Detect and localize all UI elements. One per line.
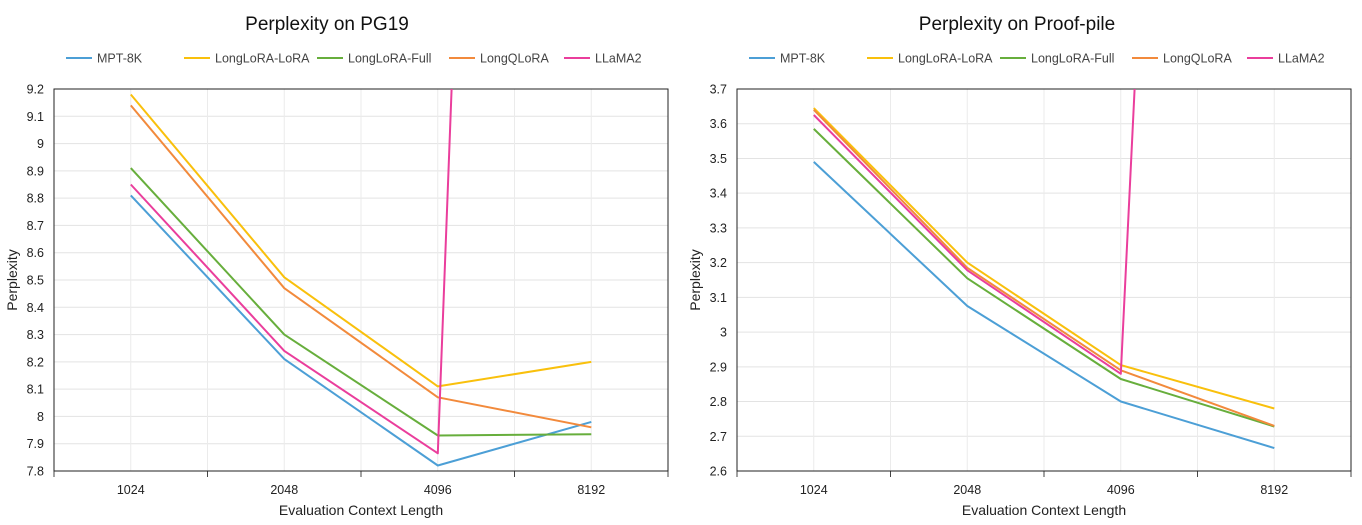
series-line-mpt-8k [130,194,592,467]
series-line-longlora-full [130,167,592,437]
x-tick-label: 2048 [953,483,981,497]
y-tick-label: 8.7 [27,219,44,233]
y-tick-label: 3.1 [710,291,727,305]
x-tick-label: 1024 [800,483,828,497]
y-tick-label: 7.9 [27,437,44,451]
chart-pg19: Perplexity on PG19 MPT-8K LongLoRA-LoRA Lon… [4,14,669,518]
y-tick-label: 3.3 [710,221,727,235]
x-axis-label: Evaluation Context Length [279,502,443,518]
y-tick-label: 3.7 [710,83,727,97]
chart-proof-pile: Perplexity on Proof-pile MPT-8K LongLoRA-L… [687,14,1352,518]
legend-label: LLaMA2 [1278,52,1325,66]
series-line-longqlora [813,109,1275,427]
y-tick-label: 8.2 [27,355,44,369]
x-tick-label: 2048 [270,483,298,497]
y-tick-label: 2.7 [710,430,727,444]
plot-frame [53,88,669,472]
x-tick-label: 8192 [1260,483,1288,497]
y-tick-label: 3.4 [710,187,727,201]
plot-frame [736,88,1352,472]
y-axis-label: Perplexity [4,249,20,310]
x-axis-label: Evaluation Context Length [962,502,1126,518]
series-line-longqlora [130,104,592,429]
legend-label: LongLoRA-LoRA [898,52,993,66]
series-line-longlora-lora [813,107,1275,410]
y-tick-label: 2.9 [710,360,727,374]
y-tick-label: 3 [720,326,727,340]
chart-title: Perplexity on Proof-pile [919,14,1115,35]
legend-label: MPT-8K [97,52,143,66]
y-tick-label: 7.8 [27,465,44,479]
legend-label: LongLoRA-LoRA [215,52,310,66]
y-tick-label: 9.2 [27,83,44,97]
y-tick-label: 8.1 [27,383,44,397]
y-tick-label: 9 [37,137,44,151]
y-tick-label: 2.8 [710,395,727,409]
legend-label: LLaMA2 [595,52,642,66]
y-tick-label: 8.6 [27,246,44,260]
x-tick-label: 8192 [577,483,605,497]
series-line-mpt-8k [813,161,1275,450]
series-line-longlora-full [813,128,1275,428]
legend-label: MPT-8K [780,52,826,66]
chart-title: Perplexity on PG19 [245,14,409,35]
legend-label: LongLoRA-Full [1031,52,1114,66]
y-tick-label: 8.8 [27,192,44,206]
x-tick-label: 4096 [1107,483,1135,497]
y-tick-label: 9.1 [27,110,44,124]
y-tick-label: 8.9 [27,164,44,178]
x-tick-label: 1024 [117,483,145,497]
y-tick-label: 2.6 [710,465,727,479]
y-tick-label: 3.5 [710,152,727,166]
x-tick-label: 4096 [424,483,452,497]
series-line-llama2 [130,88,453,455]
series-line-llama2 [813,88,1136,375]
legend-label: LongLoRA-Full [348,52,431,66]
y-tick-label: 8.5 [27,274,44,288]
y-tick-label: 8.4 [27,301,44,315]
series-line-longlora-lora [130,93,592,388]
y-axis-label: Perplexity [687,249,703,310]
legend-label: LongQLoRA [480,52,549,66]
legend-label: LongQLoRA [1163,52,1232,66]
y-tick-label: 8 [37,410,44,424]
y-tick-label: 3.6 [710,117,727,131]
y-tick-label: 3.2 [710,256,727,270]
y-tick-label: 8.3 [27,328,44,342]
